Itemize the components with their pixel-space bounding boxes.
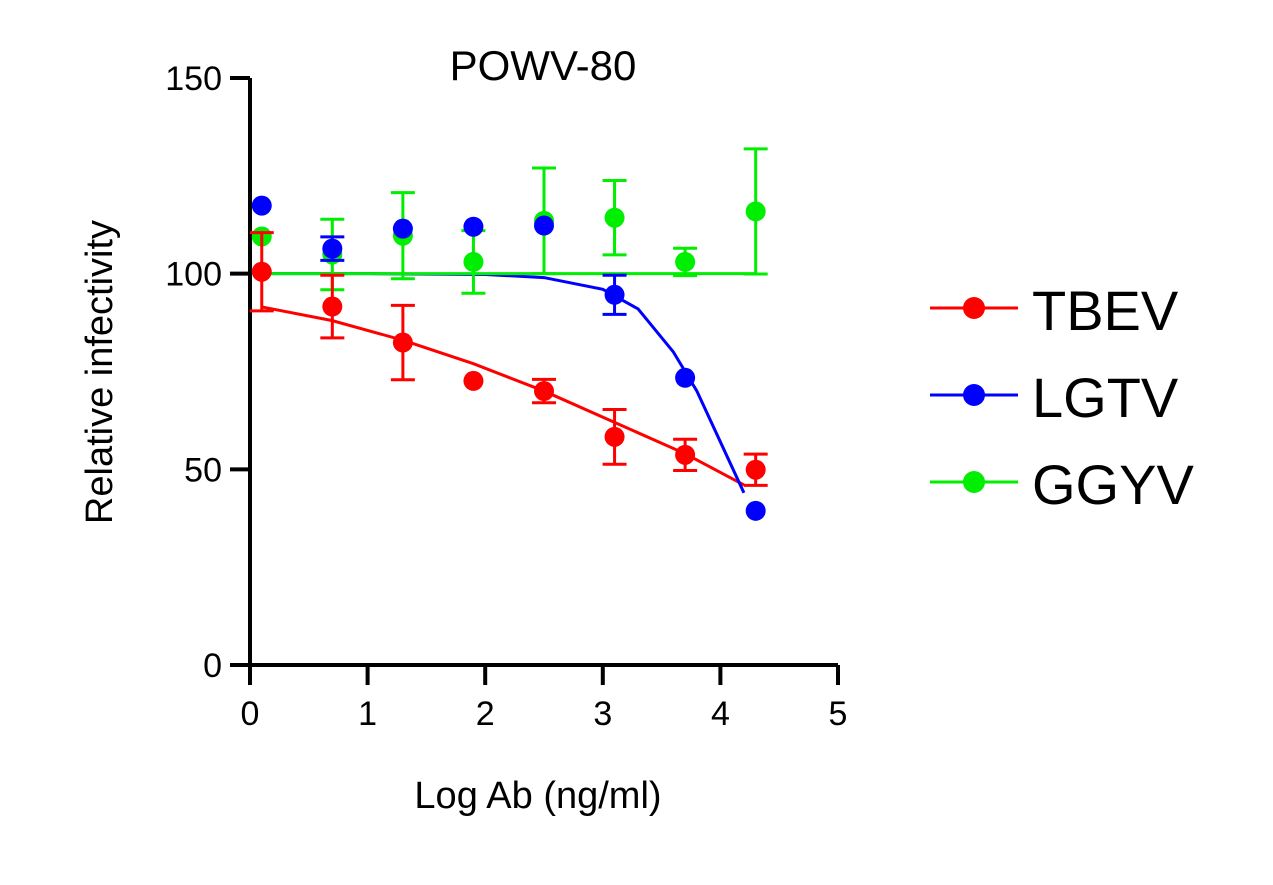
data-point-lgtv <box>463 216 484 237</box>
fit-curve-tbev <box>261 305 745 487</box>
legend-marker <box>963 384 985 406</box>
x-tick-label: 1 <box>358 695 377 733</box>
x-tick-label: 5 <box>829 695 848 733</box>
data-point-ggyv <box>463 251 484 272</box>
x-axis-label: Log Ab (ng/ml) <box>414 775 661 817</box>
data-point-lgtv <box>604 284 625 305</box>
legend-label: GGYV <box>1032 453 1194 516</box>
data-point-tbev <box>745 459 766 480</box>
y-tick-label: 0 <box>203 647 222 685</box>
data-point-tbev <box>322 296 343 317</box>
data-point-tbev <box>251 261 272 282</box>
x-tick-label: 0 <box>241 695 260 733</box>
plot-area <box>249 147 768 521</box>
y-tick-label: 50 <box>184 451 222 489</box>
legend: TBEV LGTV GGYV <box>930 279 1194 516</box>
data-point-tbev <box>604 426 625 447</box>
data-point-lgtv <box>392 218 413 239</box>
data-point-ggyv <box>745 201 766 222</box>
y-tick-label: 150 <box>165 60 222 98</box>
legend-marker <box>963 297 985 319</box>
data-point-tbev <box>463 370 484 391</box>
data-point-tbev <box>675 444 696 465</box>
x-tick-label: 4 <box>711 695 730 733</box>
data-point-lgtv <box>534 215 554 236</box>
data-point-ggyv <box>604 207 625 228</box>
data-point-lgtv <box>675 367 696 388</box>
y-tick-label: 100 <box>165 256 222 294</box>
legend-marker <box>963 471 985 493</box>
x-tick-label: 3 <box>593 695 612 733</box>
legend-label: TBEV <box>1032 279 1179 342</box>
data-point-tbev <box>534 381 554 402</box>
y-axis-label: Relative infectivity <box>79 220 121 524</box>
data-point-lgtv <box>745 500 766 521</box>
data-point-ggyv <box>675 251 696 272</box>
chart-title: POWV-80 <box>450 42 637 89</box>
data-point-lgtv <box>251 195 272 216</box>
legend-label: LGTV <box>1032 366 1179 429</box>
x-tick-label: 2 <box>476 695 495 733</box>
data-point-tbev <box>392 332 413 353</box>
data-point-lgtv <box>322 238 343 259</box>
